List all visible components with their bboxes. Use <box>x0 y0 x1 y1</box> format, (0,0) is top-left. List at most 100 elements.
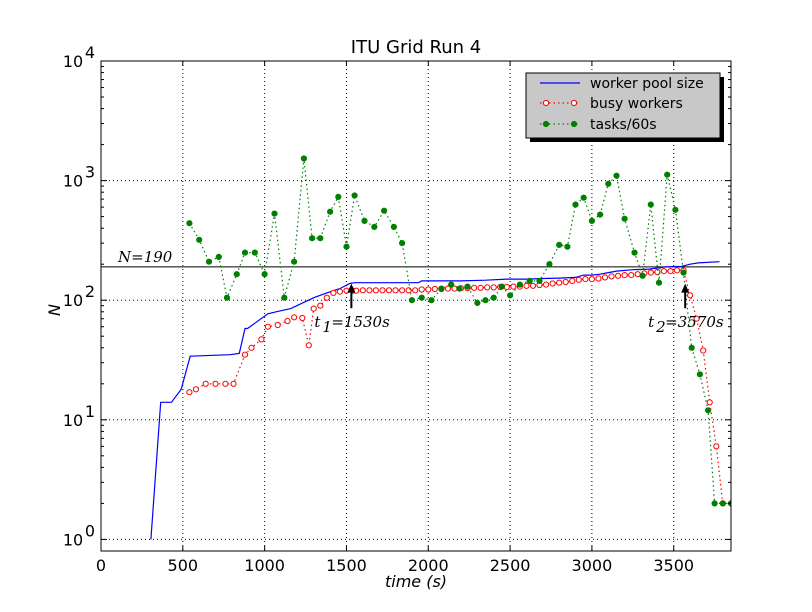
data-point-tasks-60s <box>672 206 679 213</box>
data-point-tasks-60s <box>631 249 638 256</box>
x-tick-label: 1000 <box>244 556 285 575</box>
data-point-tasks-60s <box>251 249 258 256</box>
data-point-busy-workers <box>523 282 530 289</box>
data-point-busy-workers <box>330 289 337 296</box>
y-tick-label: 10 <box>63 172 83 191</box>
data-point-tasks-60s <box>327 208 334 215</box>
data-point-busy-workers <box>595 275 602 282</box>
legend-box <box>525 72 721 139</box>
data-point-busy-workers <box>202 380 209 387</box>
series-line-worker-pool-size <box>150 261 720 540</box>
data-point-busy-workers <box>582 276 589 283</box>
data-point-tasks-60s <box>572 201 579 208</box>
threshold-label: N=190 <box>117 248 173 266</box>
data-point-busy-workers <box>274 321 281 329</box>
data-point-tasks-60s <box>482 297 489 304</box>
data-point-tasks-60s <box>438 285 445 292</box>
data-point-busy-workers <box>575 276 582 283</box>
data-point-tasks-60s <box>399 240 406 247</box>
data-point-tasks-60s <box>474 299 481 306</box>
data-point-tasks-60s <box>664 171 671 178</box>
y-tick-label: 10 <box>63 411 83 430</box>
y-tick-exponent: 3 <box>85 163 95 182</box>
data-point-busy-workers <box>418 286 425 293</box>
data-point-tasks-60s <box>613 172 620 179</box>
x-ticks: 0 500 1000 1500 2000 2500 3000 3500 <box>96 61 694 575</box>
data-point-busy-workers <box>510 283 517 290</box>
data-point-busy-workers <box>503 283 510 291</box>
data-point-tasks-60s <box>588 217 596 224</box>
data-point-busy-workers <box>529 282 537 289</box>
data-point-busy-workers <box>366 287 373 294</box>
x-tick-label: 0 <box>96 556 106 575</box>
data-point-busy-workers <box>317 302 324 309</box>
data-point-tasks-60s <box>647 201 654 208</box>
data-point-busy-workers <box>713 443 720 450</box>
data-point-tasks-60s <box>711 500 718 507</box>
data-point-tasks-60s <box>335 193 342 200</box>
annotation-value-t1: =1530s <box>331 313 390 331</box>
data-point-tasks-60s <box>490 294 497 301</box>
data-point-tasks-60s <box>655 279 663 286</box>
data-point-tasks-60s <box>300 155 307 162</box>
data-point-tasks-60s <box>271 210 278 217</box>
data-point-tasks-60s <box>688 344 695 351</box>
data-point-tasks-60s <box>564 243 571 250</box>
data-point-tasks-60s <box>546 261 553 268</box>
data-point-tasks-60s <box>448 281 455 288</box>
legend-marker-busy-workers-1 <box>542 99 550 107</box>
data-point-busy-workers <box>212 380 219 387</box>
data-point-tasks-60s <box>205 258 213 265</box>
data-point-busy-workers <box>615 272 622 279</box>
data-point-busy-workers <box>425 286 432 293</box>
data-point-tasks-60s <box>291 258 298 265</box>
x-tick-label: 3500 <box>653 556 694 575</box>
data-point-busy-workers <box>490 284 497 291</box>
data-point-busy-workers <box>186 389 193 396</box>
data-point-tasks-60s <box>597 211 604 218</box>
annotation-label-t2: t <box>648 313 655 331</box>
data-point-tasks-60s <box>498 283 505 290</box>
legend-label-busy-workers: busy workers <box>590 96 683 112</box>
threshold-line: N=190 <box>101 248 731 268</box>
data-point-tasks-60s <box>281 294 288 301</box>
data-point-tasks-60s <box>428 297 435 304</box>
data-point-busy-workers <box>660 268 668 275</box>
annotation-label-t1: t <box>314 313 321 331</box>
data-point-busy-workers <box>687 292 694 299</box>
data-point-tasks-60s <box>507 292 514 299</box>
legend-label-tasks: tasks/60s <box>590 117 657 133</box>
data-point-busy-workers <box>543 281 550 288</box>
chart-title: ITU Grid Run 4 <box>351 37 481 58</box>
annotation-sub-t1: 1 <box>322 318 332 336</box>
data-point-busy-workers <box>264 323 271 330</box>
data-point-busy-workers <box>412 287 419 294</box>
data-point-busy-workers <box>323 294 330 301</box>
data-point-busy-workers <box>471 284 478 291</box>
y-tick-label: 10 <box>63 52 83 71</box>
data-point-tasks-60s <box>223 294 231 301</box>
data-point-tasks-60s <box>605 180 612 187</box>
x-tick-label: 3000 <box>572 556 613 575</box>
data-point-tasks-60s <box>418 294 425 301</box>
data-point-busy-workers <box>336 288 343 295</box>
legend-marker-tasks-2 <box>570 120 578 128</box>
y-tick-exponent: 4 <box>85 43 95 62</box>
annotation-sub-t2: 2 <box>655 318 666 336</box>
data-point-tasks-60s <box>381 207 388 214</box>
data-point-tasks-60s <box>556 241 563 248</box>
data-point-tasks-60s <box>361 217 368 224</box>
data-point-busy-workers <box>667 268 674 275</box>
data-point-tasks-60s <box>261 271 268 278</box>
data-point-busy-workers <box>706 399 713 406</box>
data-point-busy-workers <box>248 344 255 351</box>
legend: worker pool size busy workers tasks/60s <box>525 72 724 142</box>
data-point-busy-workers <box>621 272 628 279</box>
data-point-busy-workers <box>291 314 298 321</box>
data-point-tasks-60s <box>371 223 378 230</box>
data-point-tasks-60s <box>241 249 249 256</box>
data-point-tasks-60s <box>621 215 628 222</box>
legend-marker-tasks-1 <box>542 120 550 128</box>
